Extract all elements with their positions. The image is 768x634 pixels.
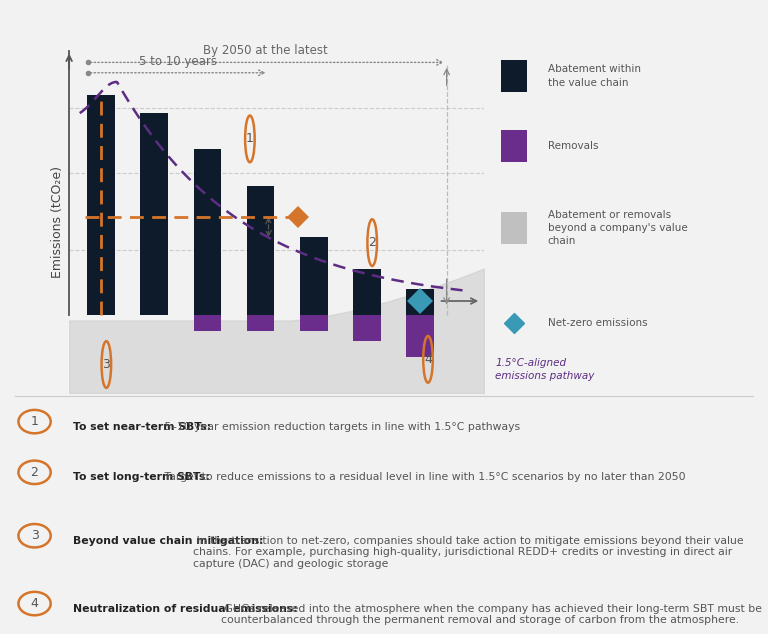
Text: 4: 4 [424,353,432,366]
Text: In the transition to net-zero, companies should take action to mitigate emission: In the transition to net-zero, companies… [193,536,743,569]
Bar [300,238,327,315]
Text: By 2050 at the latest: By 2050 at the latest [204,44,328,57]
Text: 3: 3 [102,358,111,371]
Text: To set near-term SBTs:: To set near-term SBTs: [73,422,211,432]
Text: 1: 1 [246,133,254,145]
Bar [194,149,221,315]
Text: Beyond value chain mitigation:: Beyond value chain mitigation: [73,536,263,546]
Bar [194,315,221,331]
Y-axis label: Emissions (tCO₂e): Emissions (tCO₂e) [51,166,64,278]
Text: Removals: Removals [548,141,598,151]
Text: Neutralization of residual emissions:: Neutralization of residual emissions: [73,604,298,614]
Text: 1.5°C-aligned
emissions pathway: 1.5°C-aligned emissions pathway [495,358,594,382]
Text: 5 to 10 years: 5 to 10 years [139,55,217,68]
Text: 3: 3 [31,529,38,542]
Bar [406,289,434,315]
Text: Abatement or removals
beyond a company's value
chain: Abatement or removals beyond a company's… [548,210,687,247]
Text: 2: 2 [31,466,38,479]
Bar [88,95,115,315]
Bar [141,113,168,315]
Bar [406,315,434,357]
Bar [247,186,274,315]
Text: Net-zero emissions: Net-zero emissions [548,318,647,328]
Text: To set long-term SBTs:: To set long-term SBTs: [73,472,210,482]
Text: Abatement within
the value chain: Abatement within the value chain [548,65,641,87]
Bar [353,269,381,315]
Text: GHGs released into the atmosphere when the company has achieved their long-term : GHGs released into the atmosphere when t… [220,604,762,625]
Text: 1: 1 [31,415,38,428]
Bar [353,315,381,341]
Text: 5–10 year emission reduction targets in line with 1.5°C pathways: 5–10 year emission reduction targets in … [161,422,520,432]
Text: Target to reduce emissions to a residual level in line with 1.5°C scenarios by n: Target to reduce emissions to a residual… [161,472,686,482]
Text: 2: 2 [368,236,376,249]
Text: 4: 4 [31,597,38,610]
Bar [247,315,274,331]
Bar [300,315,327,331]
